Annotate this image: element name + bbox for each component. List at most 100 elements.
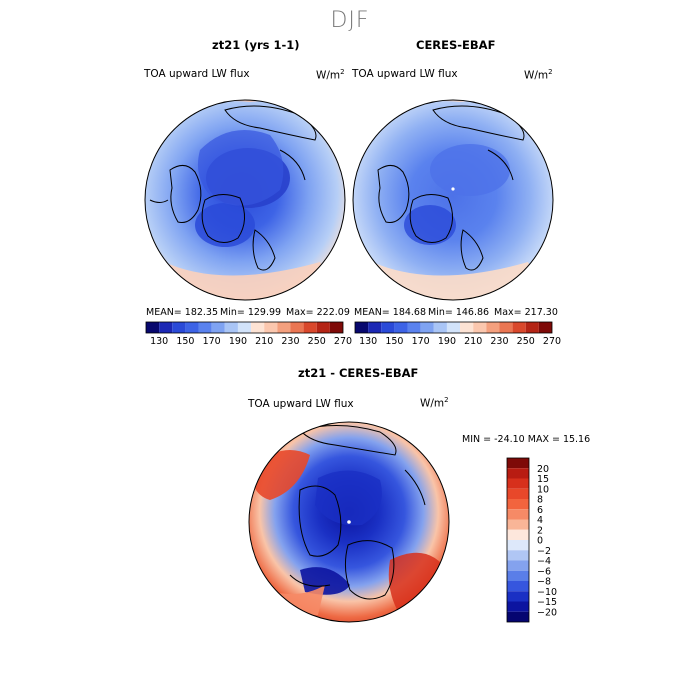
colorbar-1-swatch [303, 322, 317, 333]
colorbar-3-tick-label: 0 [537, 536, 543, 547]
colorbar-1-swatch [146, 322, 160, 333]
colorbar-1-swatch [329, 322, 343, 333]
panel-3-units: W/m2 [420, 396, 449, 410]
colorbar-2-swatch [355, 322, 369, 333]
map-2-coastlines [377, 105, 525, 271]
colorbar-2-tick-label: 270 [543, 336, 561, 347]
panel-1-mean: MEAN= 182.35 [146, 307, 219, 318]
colorbar-3-swatch [507, 540, 529, 551]
colorbar-2-swatch [512, 322, 526, 333]
panel-1-title: zt21 (yrs 1-1) [212, 38, 300, 52]
colorbar-2-tick-label: 190 [438, 336, 456, 347]
colorbar-1-swatch [172, 322, 186, 333]
colorbar-1-tick-label: 170 [203, 336, 221, 347]
map-3-border [248, 421, 450, 623]
map-3-pole-dot [347, 520, 351, 524]
colorbar-1-swatch [277, 322, 291, 333]
colorbar-3-tick-label: −2 [537, 546, 551, 557]
colorbar-3-swatch [507, 550, 529, 561]
colorbar-3-tick-label: 10 [537, 484, 549, 495]
colorbar-1-swatch [316, 322, 330, 333]
map-panel-3 [249, 422, 449, 622]
colorbar-2-swatch [420, 322, 434, 333]
panel-2-variable: TOA upward LW flux [352, 68, 458, 80]
colorbar-2-tick-label: 170 [412, 336, 430, 347]
figure-title: DJF [330, 8, 370, 33]
map-1-arctic-ocean [197, 130, 284, 206]
colorbar-2-tick-label: 230 [490, 336, 508, 347]
colorbar-1-swatch [159, 322, 173, 333]
colorbar-3-swatch [507, 611, 529, 622]
map-panel-1 [145, 100, 345, 300]
colorbar-3-swatch [507, 570, 529, 581]
map-2-border [352, 99, 554, 301]
colorbar-1-tick-label: 250 [308, 336, 326, 347]
map-3-arctic-low [315, 470, 382, 526]
colorbar-3-swatch [507, 581, 529, 592]
map-2-greenland-low [404, 205, 456, 245]
colorbar-1-swatch [224, 322, 238, 333]
colorbar-2-swatch [394, 322, 408, 333]
map-3-greenland-low [300, 567, 350, 595]
colorbar-1-tick-label: 270 [334, 336, 352, 347]
map-2-low-core [430, 144, 510, 196]
colorbar-3-tick-label: −20 [537, 607, 557, 618]
colorbar-2-swatch [446, 322, 461, 333]
colorbar-2-swatch [499, 322, 513, 333]
colorbar-2-swatch [460, 322, 474, 333]
panel-2-min: Min= 146.86 [428, 307, 490, 318]
panel-1-max: Max= 222.09 [286, 307, 350, 318]
colorbar-3-tick-label: −4 [537, 556, 551, 567]
colorbar-1-swatch [198, 322, 212, 333]
colorbar-2-swatch [486, 322, 500, 333]
colorbar-2-tick-label: 150 [385, 336, 403, 347]
map-1-coastlines [149, 105, 317, 271]
colorbar-2-swatch [381, 322, 395, 333]
colorbar-2-tick-label: 130 [359, 336, 377, 347]
colorbar-2-tick-label: 250 [517, 336, 535, 347]
map-3-coastlines [289, 425, 426, 600]
colorbar-1-tick-label: 130 [150, 336, 168, 347]
colorbar-3-tick-label: 2 [537, 525, 543, 536]
colorbar-3-swatch [507, 519, 529, 530]
colorbar-1-tick-label: 210 [255, 336, 273, 347]
colorbar-1-swatch [290, 322, 304, 333]
colorbar-3-tick-label: −10 [537, 587, 557, 598]
map-2-field [353, 100, 553, 300]
colorbar-3-swatch [507, 468, 529, 479]
colorbar-3-tick-label: −6 [537, 566, 551, 577]
colorbar-3-tick-label: 20 [537, 464, 549, 475]
map-2-pole-dot [451, 187, 455, 191]
colorbar-3-tick-label: 8 [537, 495, 543, 506]
panel-1-variable: TOA upward LW flux [144, 68, 250, 80]
panel-1-min: Min= 129.99 [220, 307, 282, 318]
colorbar-2-swatch [433, 322, 447, 333]
colorbar-2: 130 150 170 190 210 230 250 270 [354, 321, 561, 347]
colorbar-1: 130 150 170 190 210 230 250 270 [145, 321, 352, 347]
colorbar-3-swatch [507, 458, 529, 469]
colorbar-2-tick-label: 210 [464, 336, 482, 347]
colorbar-3-swatch [507, 591, 529, 602]
colorbar-3-swatch [507, 601, 529, 612]
colorbar-1-swatch [251, 322, 265, 333]
colorbar-2-swatch [473, 322, 487, 333]
map-panel-2 [353, 100, 553, 300]
colorbar-3-tick-label: 6 [537, 505, 543, 516]
colorbar-1-tick-label: 150 [176, 336, 194, 347]
colorbar-3-tick-label: 15 [537, 474, 549, 485]
colorbar-1-swatch [185, 322, 199, 333]
colorbar-1-tick-label: 230 [281, 336, 299, 347]
panel-3-variable: TOA upward LW flux [248, 398, 354, 410]
panel-2-title: CERES-EBAF [416, 38, 496, 52]
colorbar-3-swatch [507, 499, 529, 510]
colorbar-1-tick-label: 190 [229, 336, 247, 347]
panel-2-units: W/m2 [524, 68, 553, 82]
colorbar-1-swatch [237, 322, 252, 333]
colorbar-2-swatch [407, 322, 421, 333]
panel-2-max: Max= 217.30 [494, 307, 558, 318]
colorbar-2-swatch [368, 322, 382, 333]
colorbar-3-swatch [507, 529, 529, 540]
colorbar-3-swatch [507, 478, 529, 489]
